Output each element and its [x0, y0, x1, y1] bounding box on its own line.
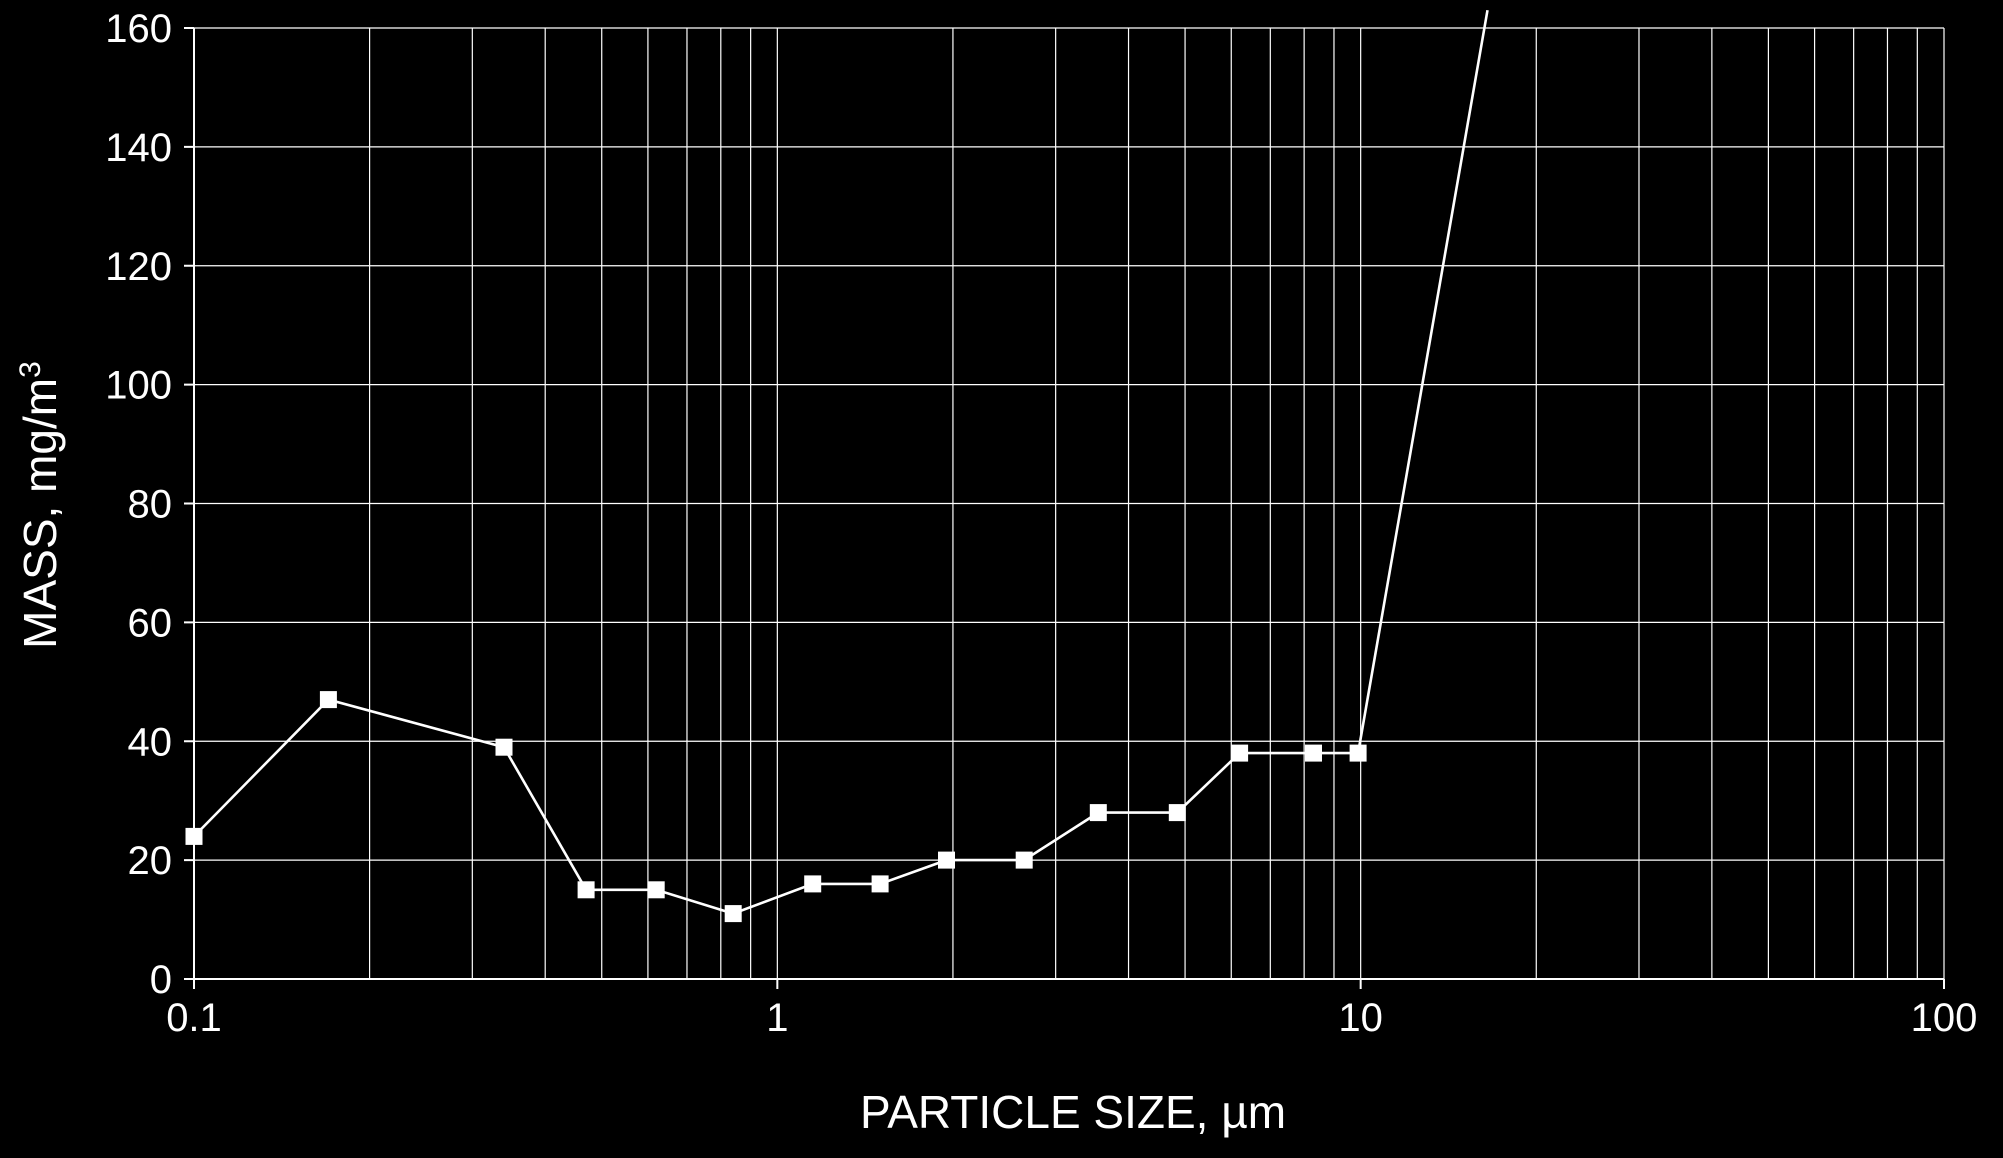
x-tick-labels: 0.1 1 10 100	[166, 996, 1977, 1040]
data-point-marker	[647, 881, 665, 899]
data-point-marker	[724, 905, 742, 923]
x-tick-label: 0.1	[166, 996, 222, 1040]
x-tick-label: 100	[1911, 996, 1978, 1040]
data-point-marker	[1089, 804, 1107, 822]
data-point-marker	[804, 875, 822, 893]
data-point-marker	[577, 881, 595, 899]
series-line-2	[1356, 9, 1489, 754]
y-tick-label: 80	[128, 483, 173, 527]
data-point-marker	[1168, 804, 1186, 822]
x-tick-label: 10	[1338, 996, 1383, 1040]
x-axis-title: PARTICLE SIZE, µm	[860, 1086, 1286, 1138]
data-point-marker	[319, 691, 337, 709]
data-point-marker	[938, 851, 955, 869]
y-tick-label: 140	[105, 126, 172, 170]
data-point-marker	[1231, 744, 1249, 762]
data-point-marker	[495, 738, 513, 756]
y-tick-label: 60	[128, 601, 173, 645]
data-point-marker	[1015, 851, 1033, 869]
y-tick-label: 0	[150, 958, 172, 1002]
data-point-marker	[1305, 744, 1322, 762]
series-markers	[185, 691, 1367, 923]
y-tick-labels: 0 20 40 60 80 100 120 140 160	[105, 7, 172, 1002]
data-point-marker	[185, 827, 203, 845]
y-axis-title-superscript: 3	[14, 361, 47, 378]
y-tick-label: 120	[105, 245, 172, 289]
y-tick-label: 20	[128, 839, 173, 883]
y-tick-label: 100	[105, 364, 172, 408]
y-tick-label: 40	[128, 720, 173, 764]
x-tick-label: 1	[766, 996, 788, 1040]
y-axis-title: MASS, mg/m3	[14, 361, 66, 649]
y-axis-title-text: MASS, mg/m	[14, 378, 66, 649]
y-tick-label: 160	[105, 7, 172, 51]
data-point-marker	[871, 875, 889, 893]
data-point-marker	[1349, 744, 1367, 762]
